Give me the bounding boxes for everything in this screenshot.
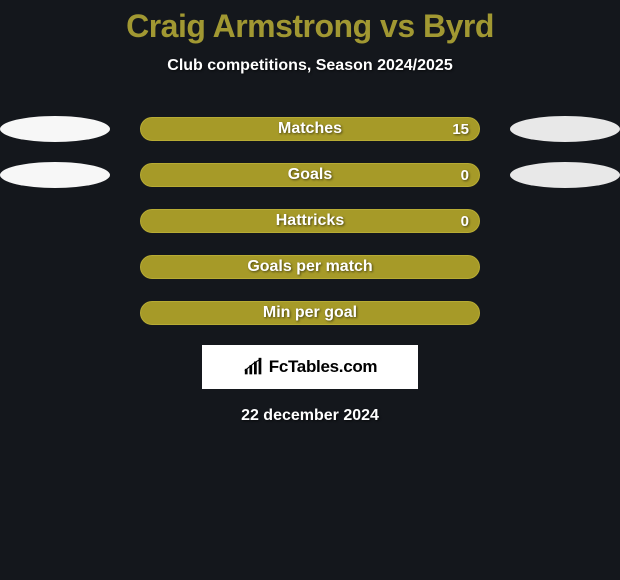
stat-row: Goals 0 <box>0 163 620 187</box>
stat-bar: Hattricks 0 <box>140 209 480 233</box>
brand-text: FcTables.com <box>269 357 378 377</box>
date-label: 22 december 2024 <box>0 407 620 425</box>
right-ellipse <box>510 116 620 142</box>
page-title: Craig Armstrong vs Byrd <box>0 0 620 45</box>
stat-label: Hattricks <box>276 212 344 230</box>
stat-value: 0 <box>461 167 469 184</box>
stat-row: Min per goal <box>0 301 620 325</box>
stat-bar: Min per goal <box>140 301 480 325</box>
bars-icon <box>243 357 265 377</box>
stat-bar: Goals per match <box>140 255 480 279</box>
stat-row: Hattricks 0 <box>0 209 620 233</box>
comparison-infographic: Craig Armstrong vs Byrd Club competition… <box>0 0 620 580</box>
stat-label: Goals <box>288 166 332 184</box>
subtitle: Club competitions, Season 2024/2025 <box>0 57 620 75</box>
stat-label: Matches <box>278 120 342 138</box>
stat-value: 0 <box>461 213 469 230</box>
left-ellipse <box>0 116 110 142</box>
stat-value: 15 <box>452 121 469 138</box>
stat-label: Min per goal <box>263 304 357 322</box>
stat-rows: Matches 15 Goals 0 Hattricks 0 Goal <box>0 117 620 325</box>
stat-label: Goals per match <box>247 258 372 276</box>
stat-row: Matches 15 <box>0 117 620 141</box>
stat-row: Goals per match <box>0 255 620 279</box>
right-ellipse <box>510 162 620 188</box>
stat-bar: Goals 0 <box>140 163 480 187</box>
brand-badge: FcTables.com <box>202 345 418 389</box>
left-ellipse <box>0 162 110 188</box>
stat-bar: Matches 15 <box>140 117 480 141</box>
